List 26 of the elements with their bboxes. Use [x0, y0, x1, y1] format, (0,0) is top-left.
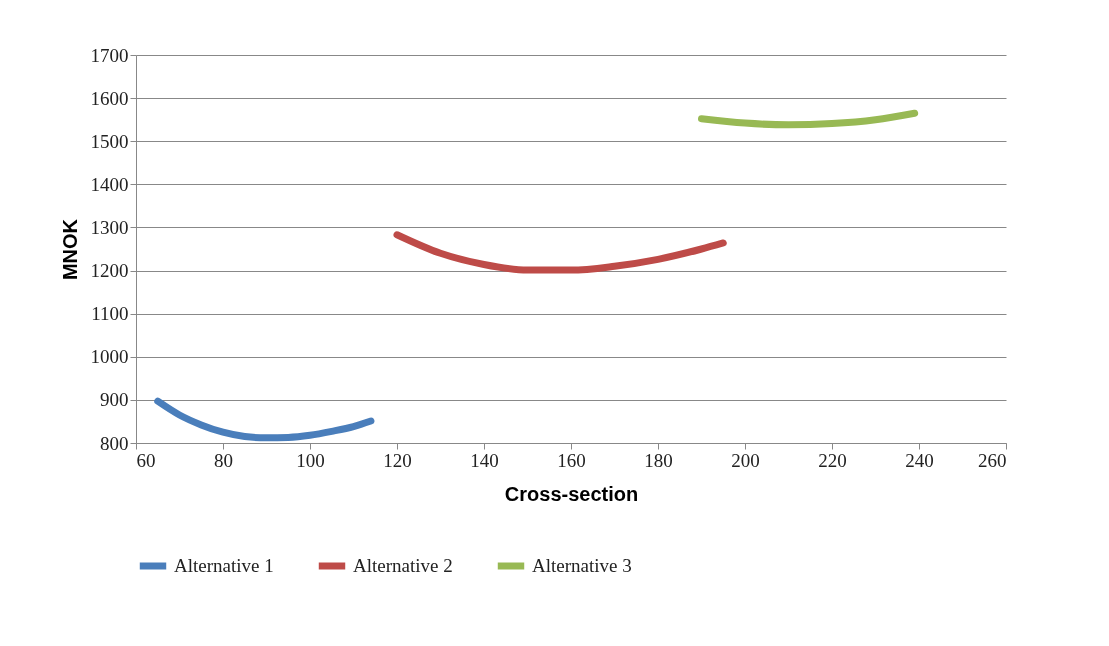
y-tick-label: 1600 [90, 87, 129, 109]
legend-label: Alternative 2 [353, 555, 453, 576]
x-tick-label: 160 [557, 449, 586, 471]
y-tick-label: 1100 [91, 303, 129, 325]
x-tick-label: 100 [296, 449, 325, 471]
y-tick-label: 1500 [90, 130, 129, 152]
y-tick-label: 1700 [90, 44, 129, 66]
x-tick-label: 240 [905, 449, 934, 471]
y-tick-label: 800 [100, 432, 129, 454]
x-tick-label: 80 [214, 449, 233, 471]
x-tick-label: 180 [644, 449, 673, 471]
x-tick-label: 260 [978, 449, 1007, 471]
legend-label: Alternative 1 [174, 555, 274, 576]
x-tick-label: 60 [136, 449, 156, 471]
x-tick-label: 120 [383, 449, 412, 471]
y-axis-title: MNOK [58, 218, 81, 281]
y-tick-label: 1200 [90, 260, 129, 282]
x-axis-title: Cross-section [504, 482, 639, 505]
y-tick-label: 900 [100, 389, 129, 411]
x-tick-label: 200 [731, 449, 760, 471]
y-tick-label: 1300 [90, 216, 129, 238]
legend-label: Alternative 3 [532, 555, 632, 576]
y-tick-label: 1400 [90, 173, 129, 195]
x-tick-label: 140 [470, 449, 499, 471]
x-tick-label: 220 [818, 449, 847, 471]
y-tick-label: 1000 [90, 346, 129, 368]
